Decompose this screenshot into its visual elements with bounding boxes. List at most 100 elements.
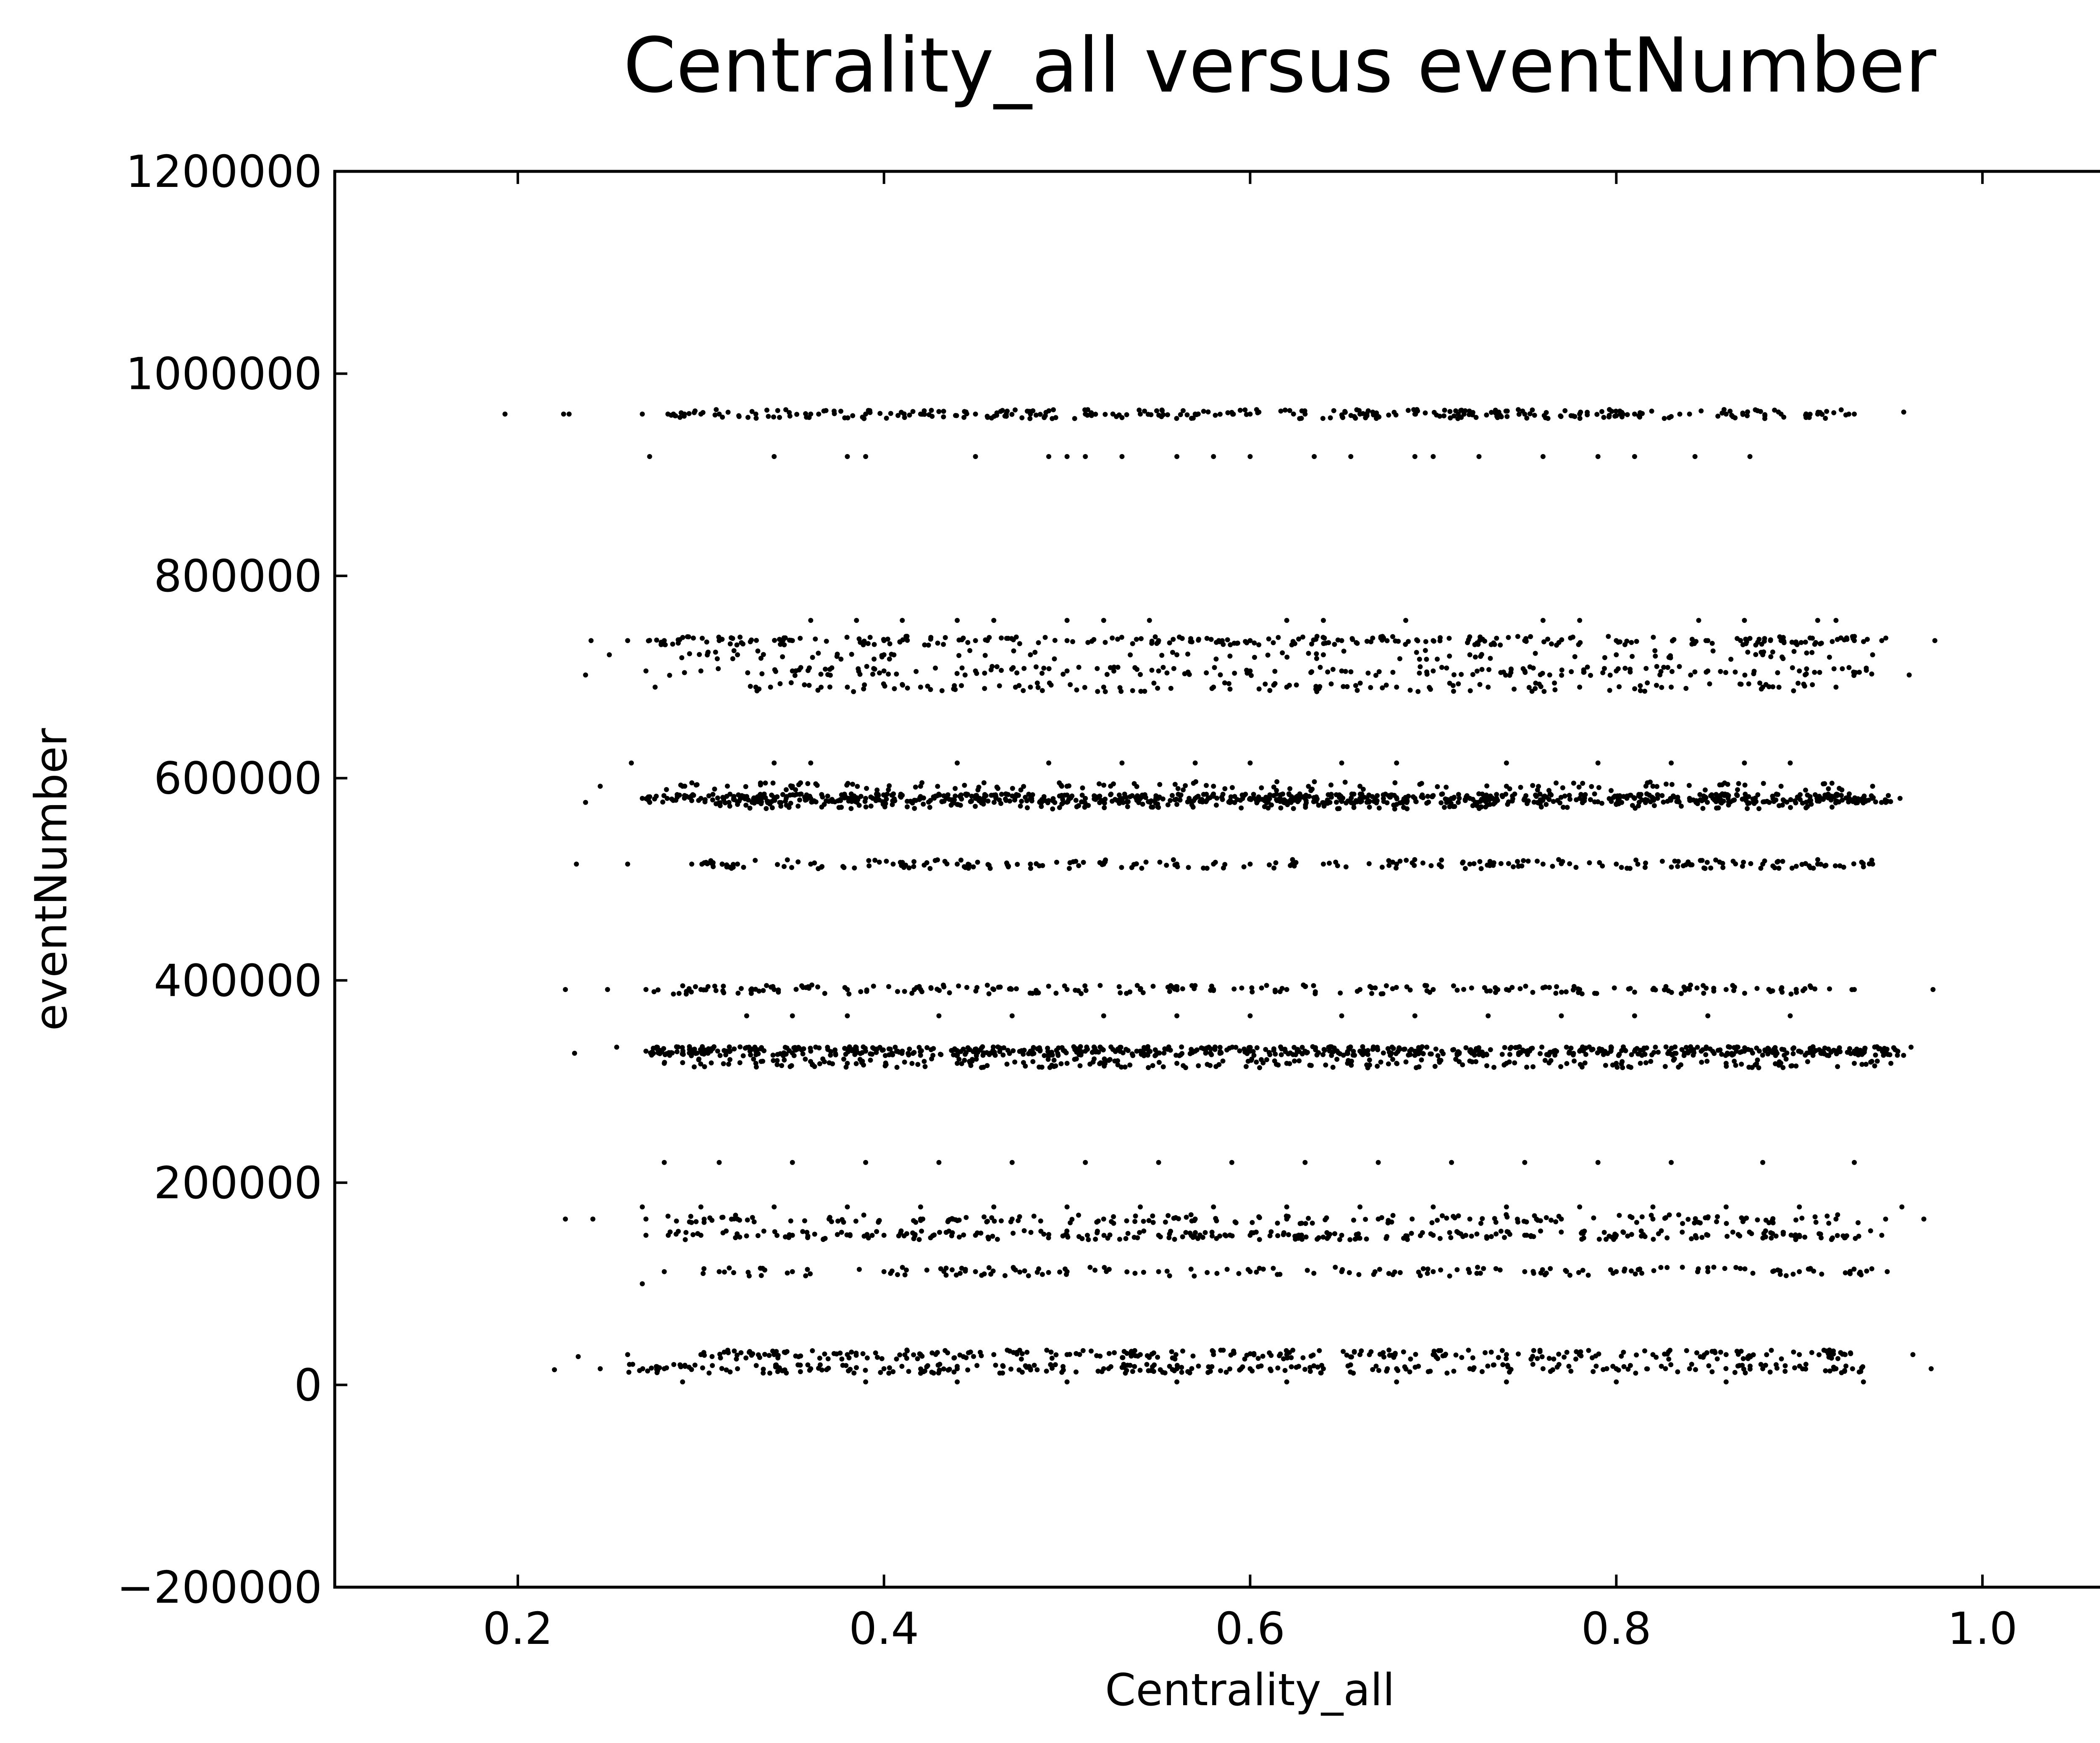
- data-point: [825, 793, 830, 799]
- data-point: [1155, 685, 1160, 691]
- data-point: [981, 801, 986, 807]
- data-point: [951, 1369, 957, 1375]
- data-point: [1395, 1368, 1401, 1373]
- data-point: [987, 1052, 992, 1057]
- data-point: [1054, 860, 1059, 865]
- data-point: [724, 783, 730, 789]
- data-point: [959, 665, 965, 671]
- data-point: [1029, 798, 1034, 803]
- data-point: [1435, 1218, 1440, 1223]
- data-point: [700, 1365, 705, 1370]
- data-point: [1764, 1352, 1769, 1357]
- data-point: [1668, 798, 1674, 803]
- data-point: [1021, 688, 1026, 693]
- data-point: [1284, 987, 1289, 992]
- data-point: [1770, 1220, 1776, 1226]
- data-point: [1897, 795, 1903, 801]
- data-point: [700, 410, 706, 415]
- data-point: [1456, 792, 1461, 797]
- data-point: [1276, 635, 1281, 640]
- data-point: [1423, 983, 1428, 988]
- data-point: [1569, 669, 1574, 675]
- data-point: [1654, 682, 1659, 688]
- data-point: [1688, 798, 1693, 803]
- data-point: [688, 1214, 693, 1219]
- data-point: [1564, 1269, 1569, 1274]
- data-point: [764, 407, 769, 413]
- data-point: [1847, 1046, 1852, 1051]
- data-point: [1307, 794, 1312, 799]
- data-point: [888, 411, 893, 416]
- data-point: [1337, 795, 1342, 800]
- data-point: [1160, 665, 1166, 670]
- data-point: [782, 1057, 787, 1063]
- data-point: [1606, 413, 1612, 418]
- data-point: [1698, 1048, 1704, 1054]
- data-point: [1497, 1267, 1503, 1273]
- data-point: [1461, 987, 1466, 992]
- data-point: [1556, 1213, 1562, 1219]
- data-point: [976, 785, 982, 790]
- data-point: [1297, 1058, 1302, 1063]
- data-point: [1101, 782, 1107, 788]
- data-point: [1460, 1234, 1466, 1239]
- data-point: [1438, 1348, 1444, 1353]
- data-point: [941, 409, 946, 414]
- data-point: [813, 636, 818, 642]
- data-point: [1254, 1269, 1259, 1275]
- data-point: [1134, 861, 1139, 866]
- data-point: [1239, 985, 1244, 991]
- data-point: [721, 984, 726, 989]
- data-point: [963, 1215, 969, 1220]
- data-point: [1386, 1271, 1391, 1276]
- data-point: [1145, 412, 1151, 417]
- data-point: [1469, 985, 1474, 991]
- data-point: [1210, 1233, 1215, 1239]
- data-point: [1579, 1064, 1585, 1070]
- data-point: [694, 782, 700, 788]
- data-point: [747, 1048, 753, 1054]
- data-point: [998, 1218, 1004, 1223]
- data-point: [1242, 1356, 1247, 1362]
- data-point: [1357, 408, 1362, 413]
- data-point: [1051, 1058, 1057, 1063]
- data-point: [1535, 787, 1540, 793]
- data-point: [1392, 780, 1398, 785]
- data-point: [1476, 454, 1482, 459]
- data-point: [1000, 1363, 1005, 1368]
- data-point: [1174, 1060, 1180, 1066]
- data-point: [1634, 639, 1639, 644]
- data-point: [698, 1204, 704, 1210]
- data-point: [1746, 681, 1751, 687]
- data-point: [1204, 635, 1210, 641]
- y-axis-label: eventNumber: [26, 728, 77, 1031]
- data-point: [1651, 1236, 1656, 1242]
- data-point: [1821, 1347, 1827, 1353]
- data-point: [720, 988, 726, 994]
- data-point: [1664, 781, 1669, 787]
- data-point: [910, 1051, 916, 1056]
- data-point: [1515, 859, 1520, 864]
- data-point: [1648, 1213, 1654, 1218]
- data-point: [1447, 1230, 1452, 1235]
- data-point: [1117, 1236, 1122, 1242]
- data-point: [677, 1362, 683, 1368]
- y-tick-label: 600000: [154, 753, 322, 804]
- data-point: [1019, 798, 1024, 804]
- data-point: [1686, 783, 1692, 788]
- data-point: [1901, 1053, 1906, 1058]
- data-point: [1617, 684, 1622, 690]
- data-point: [1151, 1350, 1156, 1356]
- data-point: [712, 786, 717, 792]
- data-point: [1229, 410, 1234, 415]
- data-point: [870, 672, 875, 677]
- data-point: [1724, 1063, 1729, 1069]
- data-point: [691, 793, 696, 798]
- data-point: [1722, 1266, 1727, 1271]
- data-point: [702, 1064, 707, 1069]
- data-point: [1621, 1230, 1626, 1235]
- data-point: [982, 1214, 987, 1220]
- data-point: [1813, 640, 1819, 645]
- data-point: [706, 793, 711, 798]
- data-point: [1634, 1352, 1639, 1358]
